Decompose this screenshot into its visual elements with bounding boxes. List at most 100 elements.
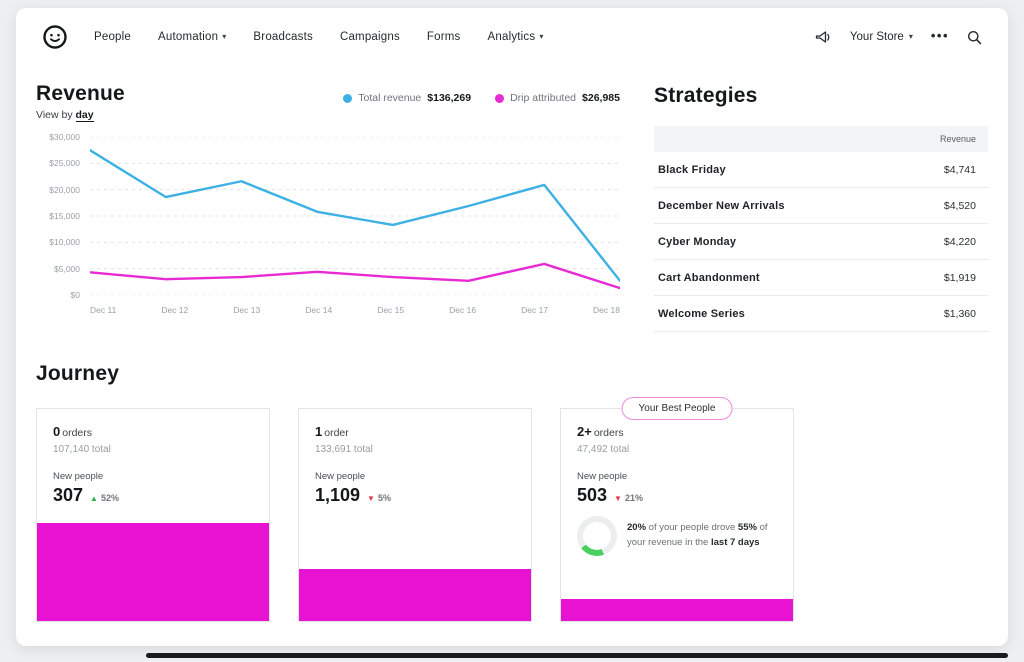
view-by-control: View by day — [36, 109, 125, 122]
strategies-section: Strategies Revenue Black Friday $4,741 D… — [654, 82, 988, 332]
revenue-section: Revenue View by day Total revenue $136,2… — [36, 82, 620, 332]
journey-card[interactable]: 0 orders 107,140 total New people 307 ▲ 5… — [36, 408, 270, 622]
x-tick-label: Dec 17 — [521, 305, 549, 315]
insight-people-pct: 20% — [627, 522, 647, 534]
orders-line: 2+ orders — [577, 424, 777, 439]
strategy-revenue: $1,360 — [943, 308, 976, 320]
trend-arrow: ▼ — [367, 494, 375, 503]
chart-plot-area — [90, 137, 620, 295]
strategy-name: Cyber Monday — [658, 236, 737, 248]
strategy-revenue: $4,220 — [943, 236, 976, 248]
x-tick-label: Dec 15 — [377, 305, 405, 315]
chevron-down-icon: ▾ — [539, 32, 544, 41]
strategy-revenue: $4,520 — [943, 200, 976, 212]
legend-item-total-revenue: Total revenue $136,269 — [343, 92, 471, 104]
more-menu-button[interactable]: ••• — [930, 27, 949, 43]
nav-item-automation[interactable]: Automation ▾ — [158, 31, 226, 43]
revenue-chart-container: $30,000 $25,000 $20,000 $15,000 $10,000 $5,00… — [36, 132, 620, 315]
insight-revenue-pct: 55% — [737, 522, 757, 534]
strategy-revenue: $4,741 — [943, 164, 976, 176]
insight-text-part: of your revenue in the — [627, 522, 768, 548]
x-tick-label: Dec 14 — [305, 305, 333, 315]
nav-item-people[interactable]: People — [94, 31, 131, 43]
nav-label: Forms — [426, 31, 461, 43]
store-name: Your Store — [849, 31, 904, 43]
insight-period: last 7 days — [710, 537, 760, 548]
strategy-name: Welcome Series — [658, 308, 745, 320]
trend-arrow: ▲ — [90, 494, 98, 503]
store-selector[interactable]: Your Store ▾ — [850, 31, 913, 43]
strategy-name: Cart Abandonment — [658, 272, 760, 284]
y-tick-label: $5,000 — [54, 263, 80, 274]
y-tick-label: $20,000 — [49, 184, 80, 195]
trend-percent: 21% — [624, 493, 643, 503]
chevron-down-icon: ▾ — [222, 32, 227, 41]
trend-indicator: ▲ 52% — [90, 493, 119, 503]
y-tick-label: $15,000 — [49, 211, 80, 221]
trend-percent: 5% — [377, 493, 391, 503]
revenue-title: Revenue — [36, 82, 125, 105]
y-tick-label: $0 — [70, 290, 80, 300]
legend-label: Drip attributed — [510, 92, 577, 104]
trend-indicator: ▼ 21% — [614, 493, 643, 503]
table-header: Revenue — [654, 126, 988, 152]
table-row[interactable]: Welcome Series $1,360 — [654, 296, 988, 332]
dashboard-window: People Automation ▾ Broadcasts Campaigns … — [16, 8, 1008, 646]
legend-value: $136,269 — [427, 92, 472, 104]
journey-bar — [299, 569, 531, 621]
new-people-value: 1,109 — [315, 485, 361, 505]
table-row[interactable]: Black Friday $4,741 — [654, 152, 988, 188]
orders-line: 1 order — [315, 424, 515, 439]
nav-label: Analytics — [487, 31, 536, 43]
nav-label: Automation — [158, 31, 219, 43]
nav-item-analytics[interactable]: Analytics ▾ — [488, 31, 544, 43]
x-tick-label: Dec 12 — [161, 305, 189, 315]
table-row[interactable]: Cyber Monday $4,220 — [654, 224, 988, 260]
new-people-label: New people — [315, 471, 366, 482]
legend-dot — [495, 93, 505, 103]
trend-indicator: ▼ 5% — [367, 493, 391, 503]
strategy-name: Black Friday — [658, 164, 726, 176]
legend-label: Total revenue — [358, 92, 422, 104]
drip-logo[interactable] — [42, 24, 68, 50]
table-row[interactable]: Cart Abandonment $1,919 — [654, 260, 988, 296]
orders-unit: orders — [62, 427, 92, 439]
orders-count: 1 — [315, 424, 323, 439]
legend-value: $26,985 — [582, 92, 620, 104]
nav-item-campaigns[interactable]: Campaigns — [340, 31, 400, 43]
journey-card[interactable]: 1 order 133,691 total New people 1,109 ▼ … — [298, 408, 532, 622]
top-nav: People Automation ▾ Broadcasts Campaigns … — [16, 8, 1008, 66]
main-nav: People Automation ▾ Broadcasts Campaigns … — [94, 31, 544, 43]
chart-y-axis: $30,000 $25,000 $20,000 $15,000 $10,000 $5,00… — [36, 132, 82, 300]
nav-label: Broadcasts — [253, 31, 313, 43]
journey-title: Journey — [36, 362, 120, 385]
table-row[interactable]: December New Arrivals $4,520 — [654, 188, 988, 224]
y-tick-label: $25,000 — [49, 158, 80, 169]
insight-row: 20% of your people drove 55% of your rev… — [577, 516, 777, 556]
orders-total: 107,140 total — [53, 444, 111, 455]
new-people-label: New people — [577, 471, 628, 482]
x-tick-label: Dec 11 — [90, 305, 117, 315]
y-tick-label: $10,000 — [49, 237, 80, 248]
revenue-column-header: Revenue — [939, 134, 976, 144]
view-by-day-toggle[interactable]: day — [75, 109, 94, 122]
best-people-badge: Your Best People — [621, 397, 733, 420]
nav-item-forms[interactable]: Forms — [427, 31, 461, 43]
nav-item-broadcasts[interactable]: Broadcasts — [253, 31, 313, 43]
legend-dot — [343, 93, 353, 103]
orders-unit: orders — [593, 427, 624, 439]
chart-x-axis: Dec 11 Dec 12 Dec 13 Dec 14 Dec 15 Dec 16 Dec … — [90, 305, 620, 315]
orders-unit: order — [324, 427, 349, 439]
x-tick-label: Dec 16 — [449, 305, 477, 315]
strategy-name: December New Arrivals — [658, 200, 785, 212]
view-by-label: View by — [36, 109, 73, 121]
strategies-title: Strategies — [654, 84, 758, 107]
journey-section: Journey 0 orders 107,140 total New people… — [36, 362, 988, 622]
x-tick-label: Dec 18 — [593, 305, 620, 315]
search-icon[interactable] — [967, 30, 982, 45]
orders-count: 0 — [53, 424, 61, 439]
revenue-chart — [90, 137, 620, 295]
orders-line: 0 orders — [53, 424, 253, 439]
megaphone-icon[interactable] — [815, 30, 832, 45]
journey-card[interactable]: Your Best People 2+ orders 47,492 total N… — [560, 397, 794, 622]
